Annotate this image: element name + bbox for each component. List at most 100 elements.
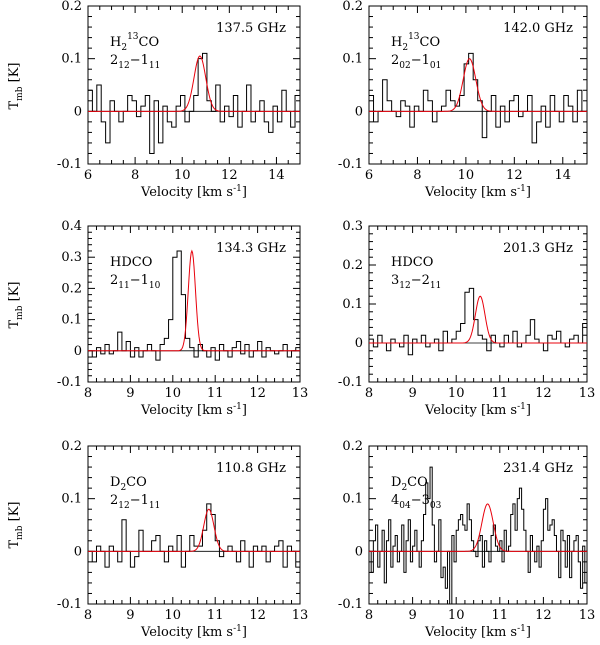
observed-spectrum bbox=[369, 287, 587, 356]
observed-spectrum bbox=[88, 503, 300, 568]
x-tick-label: 13 bbox=[579, 608, 596, 623]
x-tick-label: 12 bbox=[249, 608, 266, 623]
y-tick-label: 0.3 bbox=[342, 219, 363, 234]
species-label: D2CO bbox=[391, 475, 428, 493]
species-label: H213CO bbox=[391, 32, 440, 53]
y-tick-label: -0.1 bbox=[338, 157, 363, 172]
y-tick-label: 0 bbox=[74, 104, 82, 119]
x-tick-label: 6 bbox=[365, 168, 373, 183]
x-tick-label: 11 bbox=[207, 608, 224, 623]
x-tick-label: 8 bbox=[84, 608, 92, 623]
x-axis-label: Velocity [km s-1] bbox=[140, 184, 247, 200]
x-tick-label: 8 bbox=[365, 608, 373, 623]
x-tick-label: 10 bbox=[165, 608, 182, 623]
x-tick-label: 8 bbox=[413, 168, 421, 183]
y-tick-label: 0.3 bbox=[61, 250, 82, 265]
spectrum-panel: 8 9 10 11 12 13 -0.1 0 0.1 0.2 0.3 0.4 Velocity [km … bbox=[57, 219, 308, 418]
x-tick-label: 9 bbox=[126, 608, 134, 623]
transition-label: 212−111 bbox=[110, 53, 160, 71]
y-tick-label: -0.1 bbox=[57, 597, 82, 612]
x-tick-label: 10 bbox=[448, 386, 465, 401]
transition-label: 202−101 bbox=[391, 53, 441, 71]
y-axis-label: Tmb [K] bbox=[7, 63, 25, 110]
gaussian-fit bbox=[369, 295, 587, 344]
x-tick-label: 12 bbox=[221, 168, 238, 183]
transition-label: 212−111 bbox=[110, 493, 160, 511]
frequency-label: 201.3 GHz bbox=[503, 241, 573, 256]
x-axis-label: Velocity [km s-1] bbox=[424, 624, 531, 640]
x-tick-label: 11 bbox=[492, 608, 509, 623]
x-tick-label: 9 bbox=[408, 386, 416, 401]
x-tick-label: 12 bbox=[506, 168, 523, 183]
frequency-label: 134.3 GHz bbox=[216, 241, 286, 256]
spectrum-panel: 6 8 10 12 14 -0.1 0 0.1 0.2 Velocity [km s-1] 137.… bbox=[57, 0, 301, 200]
x-tick-label: 11 bbox=[207, 386, 224, 401]
x-tick-label: 10 bbox=[165, 386, 182, 401]
y-tick-label: -0.1 bbox=[57, 157, 82, 172]
y-tick-label: -0.1 bbox=[338, 597, 363, 612]
y-tick-label: 0 bbox=[355, 104, 363, 119]
observed-spectrum bbox=[88, 52, 300, 154]
y-tick-label: 0 bbox=[74, 544, 82, 559]
x-tick-label: 12 bbox=[249, 386, 266, 401]
y-tick-label: 0.2 bbox=[342, 258, 363, 273]
y-tick-label: 0.1 bbox=[61, 313, 82, 328]
x-tick-label: 6 bbox=[84, 168, 92, 183]
x-tick-label: 8 bbox=[365, 386, 373, 401]
x-tick-label: 10 bbox=[174, 168, 191, 183]
gaussian-fit bbox=[88, 249, 300, 352]
x-tick-label: 11 bbox=[492, 386, 509, 401]
y-tick-label: 0 bbox=[355, 544, 363, 559]
plot-frame bbox=[87, 445, 301, 605]
x-tick-label: 9 bbox=[126, 386, 134, 401]
spectrum-panel: 6 8 10 12 14 -0.1 0 0.1 0.2 Velocity [km s-1] 142.… bbox=[338, 0, 588, 200]
transition-label: 404−303 bbox=[391, 493, 442, 511]
x-axis-label: Velocity [km s-1] bbox=[424, 184, 531, 200]
y-tick-label: 0.2 bbox=[61, 0, 82, 14]
y-tick-label: -0.1 bbox=[338, 375, 363, 390]
observed-spectrum bbox=[369, 466, 587, 604]
y-tick-label: 0.4 bbox=[61, 219, 82, 234]
y-axis-label: Tmb [K] bbox=[7, 502, 25, 549]
x-tick-label: 9 bbox=[408, 608, 416, 623]
species-label: H213CO bbox=[110, 32, 159, 53]
x-axis-label: Velocity [km s-1] bbox=[140, 402, 247, 418]
y-tick-label: 0 bbox=[74, 344, 82, 359]
y-tick-label: 0 bbox=[355, 336, 363, 351]
x-tick-label: 12 bbox=[535, 608, 552, 623]
y-tick-label: 0.1 bbox=[61, 492, 82, 507]
spectrum-panel: 8 9 10 11 12 13 -0.1 0 0.1 0.2 0.3 Velocity [km s-1… bbox=[338, 219, 595, 418]
plot-frame bbox=[87, 225, 301, 383]
x-tick-label: 10 bbox=[458, 168, 475, 183]
x-tick-label: 13 bbox=[292, 386, 309, 401]
x-axis-label: Velocity [km s-1] bbox=[140, 624, 247, 640]
gaussian-fit bbox=[369, 58, 587, 112]
y-tick-label: -0.1 bbox=[57, 375, 82, 390]
frequency-label: 142.0 GHz bbox=[503, 21, 573, 36]
x-tick-label: 14 bbox=[555, 168, 572, 183]
species-label: D2CO bbox=[110, 475, 147, 493]
y-tick-label: 0.1 bbox=[342, 492, 363, 507]
gaussian-fit bbox=[88, 55, 300, 112]
transition-label: 312−211 bbox=[391, 273, 441, 291]
y-tick-label: 0.2 bbox=[61, 281, 82, 296]
x-tick-label: 10 bbox=[448, 608, 465, 623]
x-tick-label: 14 bbox=[268, 168, 285, 183]
gaussian-fit bbox=[369, 503, 587, 552]
spectrum-panel: 8 9 10 11 12 13 -0.1 0 0.1 0.2 Velocity [km s-1] 23… bbox=[338, 439, 595, 640]
y-axis-label: Tmb [K] bbox=[7, 282, 25, 329]
x-tick-label: 13 bbox=[292, 608, 309, 623]
x-tick-label: 8 bbox=[131, 168, 139, 183]
y-tick-label: 0.2 bbox=[342, 0, 363, 14]
transition-label: 211−110 bbox=[110, 273, 161, 291]
species-label: HDCO bbox=[391, 255, 433, 270]
y-tick-label: 0.1 bbox=[61, 52, 82, 67]
plot-frame bbox=[368, 445, 588, 605]
y-tick-label: 0.2 bbox=[342, 439, 363, 454]
x-tick-label: 13 bbox=[579, 386, 596, 401]
species-label: HDCO bbox=[110, 255, 152, 270]
x-tick-label: 12 bbox=[535, 386, 552, 401]
y-tick-label: 0.1 bbox=[342, 297, 363, 312]
x-tick-label: 8 bbox=[84, 386, 92, 401]
